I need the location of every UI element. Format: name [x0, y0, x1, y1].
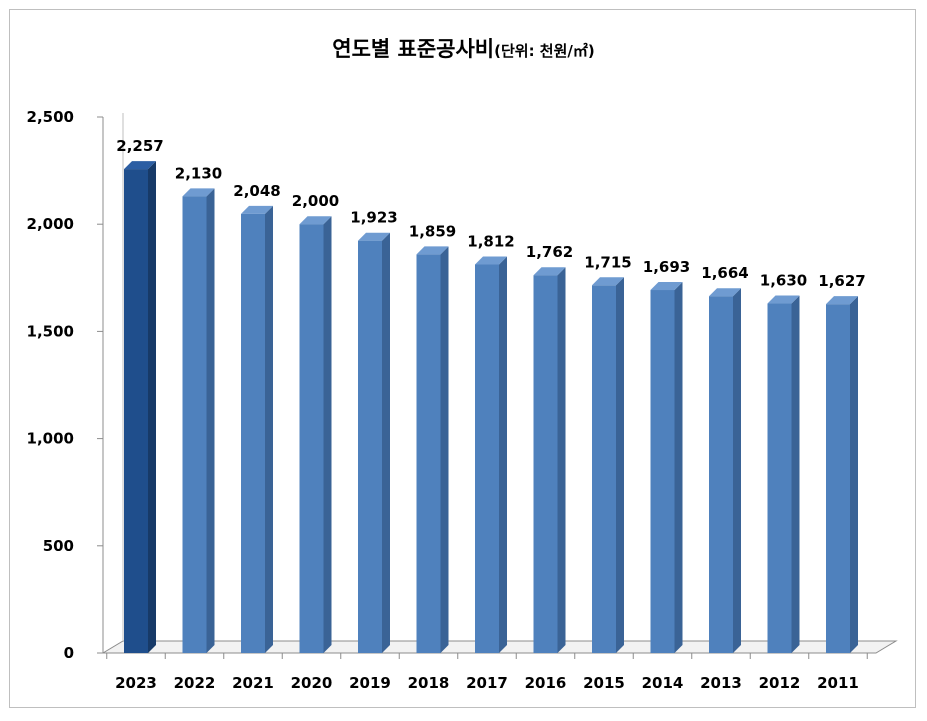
x-tick-label: 2017 — [466, 674, 508, 692]
chart-title-unit: (단위: 천원/㎡) — [494, 42, 595, 60]
data-label: 1,693 — [643, 258, 690, 276]
data-label: 1,630 — [760, 272, 807, 290]
x-tick-label: 2020 — [291, 674, 333, 692]
bar-side — [616, 277, 624, 653]
data-label: 1,627 — [818, 272, 865, 290]
bar-side — [148, 161, 156, 654]
bar — [475, 264, 499, 653]
data-label: 1,923 — [350, 209, 397, 227]
bar-side — [206, 188, 215, 653]
chart-frame — [9, 9, 916, 708]
bar — [299, 224, 324, 653]
bar-top — [299, 216, 332, 225]
bar — [592, 285, 616, 653]
bar-side — [382, 232, 390, 653]
data-label: 1,664 — [701, 264, 748, 282]
x-tick-label: 2018 — [408, 674, 450, 692]
x-tick-label: 2021 — [232, 674, 274, 692]
bar — [241, 213, 265, 653]
bar — [124, 169, 148, 654]
bar — [182, 196, 207, 653]
data-label: 1,812 — [467, 233, 514, 251]
bar — [533, 275, 558, 653]
y-tick-label: 500 — [43, 537, 74, 555]
bar — [767, 303, 792, 653]
x-tick-label: 2012 — [759, 674, 801, 692]
bar-side — [323, 216, 332, 653]
data-label: 2,048 — [233, 182, 280, 200]
x-tick-label: 2022 — [174, 674, 216, 692]
bar-top — [416, 246, 449, 255]
bar-top — [533, 267, 566, 276]
bar — [709, 296, 733, 653]
y-tick-label: 2,000 — [27, 215, 74, 233]
y-tick-label: 0 — [64, 644, 74, 662]
bar-top — [767, 295, 800, 304]
data-label: 1,859 — [409, 222, 456, 240]
bar-top — [182, 188, 215, 197]
chart-title: 연도별 표준공사비(단위: 천원/㎡) — [0, 33, 927, 63]
x-tick-label: 2015 — [583, 674, 625, 692]
bar-top — [124, 161, 156, 170]
y-tick-label: 2,500 — [27, 108, 74, 126]
x-tick-label: 2011 — [817, 674, 859, 692]
data-label: 2,000 — [292, 192, 339, 210]
y-tick-label: 1,000 — [27, 430, 74, 448]
bar-side — [850, 296, 858, 653]
chart-title-main: 연도별 표준공사비 — [332, 37, 495, 61]
x-tick-label: 2023 — [115, 674, 157, 692]
bar-top — [709, 288, 741, 297]
bar-side — [557, 267, 566, 653]
bar — [358, 240, 382, 653]
data-label: 1,715 — [584, 253, 631, 271]
x-tick-label: 2019 — [349, 674, 391, 692]
bar-side — [733, 288, 741, 653]
bar-top — [241, 205, 273, 214]
data-label: 1,762 — [526, 243, 573, 261]
bar-top — [826, 296, 858, 305]
bar-side — [265, 205, 273, 653]
data-label: 2,257 — [116, 137, 163, 155]
bar-top — [358, 232, 390, 241]
data-label: 2,130 — [175, 164, 222, 182]
x-tick-label: 2013 — [700, 674, 742, 692]
bar-side — [674, 282, 683, 653]
bar — [650, 290, 675, 653]
bar-top — [650, 282, 683, 291]
x-tick-label: 2016 — [525, 674, 567, 692]
x-tick-label: 2014 — [642, 674, 684, 692]
bar-side — [791, 295, 800, 653]
y-tick-label: 1,500 — [27, 322, 74, 340]
bar-side — [499, 256, 507, 653]
bar-side — [440, 246, 449, 653]
bar-top — [475, 256, 507, 265]
bar — [416, 254, 441, 653]
bar — [826, 304, 850, 653]
bar-top — [592, 277, 624, 286]
